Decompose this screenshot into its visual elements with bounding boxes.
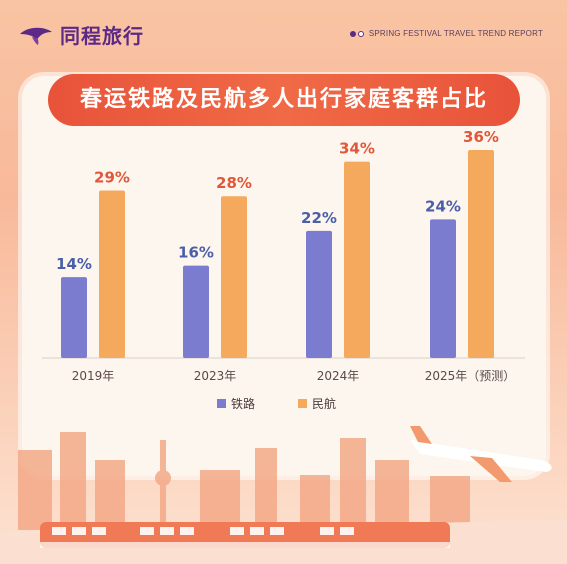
city-train-illustration xyxy=(0,426,567,564)
x-tick-label: 2023年 xyxy=(194,369,237,383)
brand: 同程旅行 xyxy=(18,20,144,49)
x-tick-label: 2025年（预测） xyxy=(425,369,516,383)
data-label: 22% xyxy=(301,209,337,227)
bar-aviation xyxy=(221,196,247,358)
bird-logo-icon xyxy=(20,27,52,45)
legend-label: 铁路 xyxy=(231,396,255,411)
legend-label: 民航 xyxy=(312,396,336,411)
bar-railway xyxy=(430,219,456,358)
report-tag: SPRING FESTIVAL TRAVEL TREND REPORT xyxy=(349,29,543,38)
data-label: 28% xyxy=(216,174,252,192)
data-label: 16% xyxy=(178,244,214,262)
train xyxy=(40,522,450,548)
x-tick-label: 2019年 xyxy=(72,369,115,383)
report-tag-text: SPRING FESTIVAL TRAVEL TREND REPORT xyxy=(368,29,543,38)
data-label: 29% xyxy=(94,168,130,186)
data-label: 14% xyxy=(56,255,92,273)
airplane xyxy=(410,426,552,482)
x-tick-label: 2024年 xyxy=(317,369,360,383)
legend-swatch xyxy=(217,399,226,408)
legend-swatch xyxy=(298,399,307,408)
data-label: 24% xyxy=(425,197,461,215)
brand-name: 同程旅行 xyxy=(60,24,144,48)
dots-icon xyxy=(349,30,364,37)
bar-railway xyxy=(306,230,332,358)
bar-aviation xyxy=(344,161,370,358)
bar-aviation xyxy=(468,150,494,358)
chart-title: 春运铁路及民航多人出行家庭客群占比 xyxy=(48,74,520,126)
header: 同程旅行 SPRING FESTIVAL TRAVEL TREND REPORT xyxy=(0,0,567,70)
bar-railway xyxy=(183,265,209,358)
data-label: 36% xyxy=(463,128,499,146)
bar-railway xyxy=(61,277,87,358)
data-label: 34% xyxy=(339,140,375,158)
bar-aviation xyxy=(99,190,125,358)
